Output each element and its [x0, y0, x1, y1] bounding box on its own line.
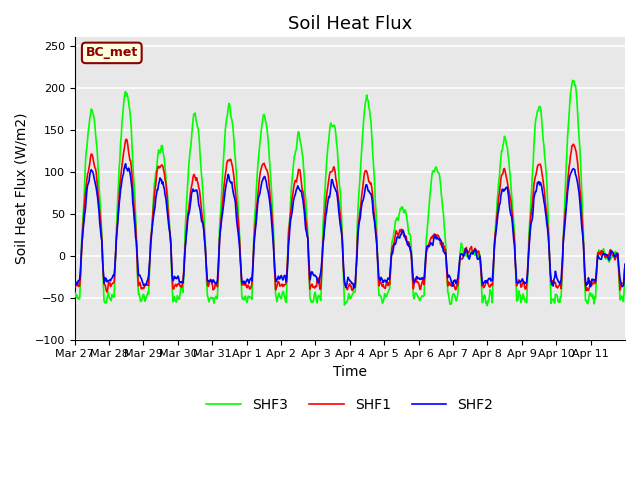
Line: SHF1: SHF1 [75, 139, 625, 292]
SHF2 [621, 262, 629, 268]
SHF1 [137, 283, 145, 289]
SHF1 [286, 216, 294, 222]
SHF3 [621, 267, 629, 273]
SHF1 [265, 182, 273, 188]
SHF1 [103, 289, 111, 295]
SHF2 [136, 273, 144, 278]
SHF2 [71, 284, 79, 289]
Line: SHF2: SHF2 [75, 164, 625, 288]
SHF3 [483, 303, 491, 309]
SHF3 [136, 291, 143, 297]
SHF1 [621, 261, 629, 267]
Title: Soil Heat Flux: Soil Heat Flux [288, 15, 412, 33]
SHF2 [264, 190, 272, 196]
SHF2 [350, 286, 358, 291]
SHF3 [264, 132, 271, 138]
Legend: SHF3, SHF1, SHF2: SHF3, SHF1, SHF2 [201, 392, 499, 418]
Line: SHF3: SHF3 [75, 80, 625, 306]
SHF3 [438, 192, 445, 197]
SHF1 [238, 282, 246, 288]
SHF1 [408, 265, 416, 271]
SHF2 [122, 161, 129, 167]
SHF3 [406, 233, 414, 239]
SHF3 [237, 255, 244, 261]
SHF2 [408, 259, 416, 264]
SHF2 [439, 245, 447, 251]
SHF1 [439, 240, 447, 246]
X-axis label: Time: Time [333, 365, 367, 379]
SHF3 [71, 289, 79, 295]
SHF3 [285, 227, 292, 232]
SHF2 [285, 235, 293, 240]
SHF3 [569, 77, 577, 83]
Y-axis label: Soil Heat Flux (W/m2): Soil Heat Flux (W/m2) [15, 113, 29, 264]
Text: BC_met: BC_met [86, 47, 138, 60]
SHF1 [122, 136, 130, 142]
SHF1 [71, 282, 79, 288]
SHF2 [237, 268, 245, 274]
